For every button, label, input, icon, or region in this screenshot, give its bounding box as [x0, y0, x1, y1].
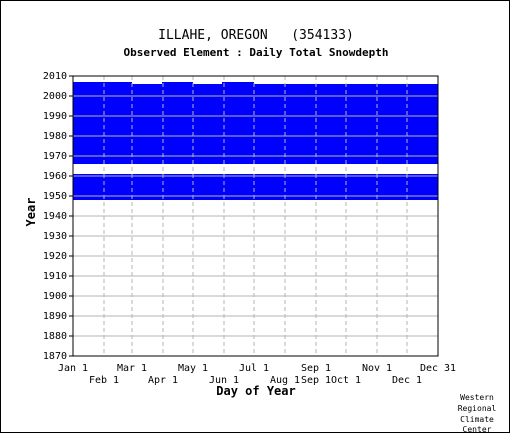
y-tick-label-2010: 2010: [43, 71, 67, 82]
x-tick-label-lower-feb-1: Feb 1: [89, 375, 119, 386]
data-layer: [73, 82, 438, 200]
x-tick-label-mar-1: Mar 1: [117, 363, 147, 374]
data-band-0-3: [162, 82, 193, 84]
y-tick-label-1930: 1930: [43, 231, 67, 242]
y-tick-label-1990: 1990: [43, 111, 67, 122]
chart-title: ILLAHE, OREGON (354133): [158, 28, 354, 43]
x-tick-label-sep-1: Sep 1: [301, 363, 331, 374]
y-tick-label-1880: 1880: [43, 331, 67, 342]
x-tick-label-lower-sep-1: Sep 1: [301, 375, 331, 386]
y-tick-label-1890: 1890: [43, 311, 67, 322]
y-tick-label-1980: 1980: [43, 131, 67, 142]
y-tick-label-1870: 1870: [43, 351, 67, 362]
y-axis-label: Year: [24, 198, 38, 227]
credit-line-4: Center: [463, 425, 492, 434]
y-tick-label-1900: 1900: [43, 291, 67, 302]
data-band-0-4: [222, 82, 254, 84]
x-tick-label-lower-jun-1: Jun 1: [209, 375, 239, 386]
x-tick-label-dec-31: Dec 31: [420, 363, 456, 374]
y-tick-label-1970: 1970: [43, 151, 67, 162]
y-tick-label-1910: 1910: [43, 271, 67, 282]
x-tick-label-jul-1: Jul 1: [239, 363, 269, 374]
x-tick-label-lower-apr-1: Apr 1: [148, 375, 178, 386]
y-tick-label-1950: 1950: [43, 191, 67, 202]
x-tick-label-lower-aug-1: Aug 1: [270, 375, 300, 386]
y-tick-label-1960: 1960: [43, 171, 67, 182]
x-axis-label: Day of Year: [216, 384, 295, 398]
grid-layer: [73, 75, 438, 357]
y-tick-label-2000: 2000: [43, 91, 67, 102]
x-tick-label-nov-1: Nov 1: [362, 363, 392, 374]
y-tick-label-1920: 1920: [43, 251, 67, 262]
tick-layer: 1870 1880 1890 1900 1910 1920 1930 1940 1950 1960…: [43, 71, 456, 386]
x-tick-label-lower-dec-1: Dec 1: [392, 375, 422, 386]
data-band-0-2: [73, 82, 132, 84]
credit-line-1: Western: [460, 393, 494, 402]
chart-subtitle: Observed Element : Daily Total Snowdepth: [124, 46, 389, 59]
y-tick-label-1940: 1940: [43, 211, 67, 222]
x-tick-label-may-1: May 1: [178, 363, 208, 374]
credit-line-2: Regional: [458, 404, 497, 413]
x-tick-label-jan-1: Jan 1: [58, 363, 88, 374]
credit-line-3: Climate: [460, 415, 494, 424]
x-tick-label-lower-oct-1: Oct 1: [331, 375, 361, 386]
